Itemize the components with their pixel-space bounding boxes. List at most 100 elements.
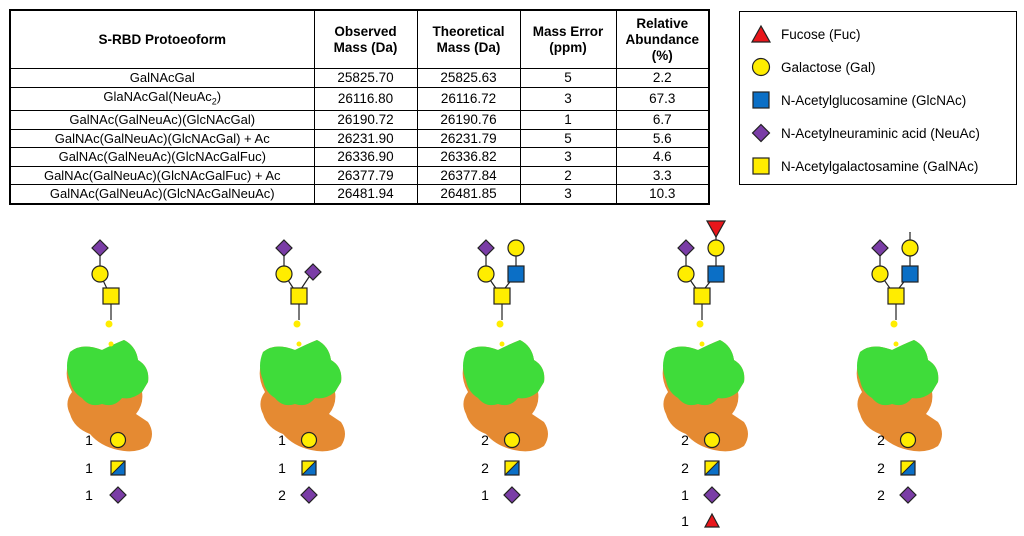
hexnac-split-square-icon xyxy=(301,460,317,476)
galactose-circle-icon xyxy=(901,239,919,257)
glycan-structure xyxy=(662,220,748,452)
observed-mass: 26377.79 xyxy=(313,165,418,186)
protein-surface xyxy=(259,320,345,452)
monosaccharide-legend: Fucose (Fuc) Galactose (Gal) N-Acetylglu… xyxy=(739,11,1017,185)
neuac-diamond-icon xyxy=(300,486,318,504)
proteoform-table: S-RBD Protoeoform Observed Mass (Da) Theo… xyxy=(9,9,710,205)
legend-label: Galactose (Gal) xyxy=(781,59,876,75)
proteoform-structure-1: 1 1 1 xyxy=(52,232,172,532)
legend-item-neuac: N-Acetylneuraminic acid (NeuAc) xyxy=(750,121,980,145)
glcnac-square-icon xyxy=(507,265,525,283)
header-theoretical-mass: Theoretical Mass (Da) xyxy=(416,9,521,69)
protein-surface xyxy=(856,320,942,452)
protein-surface xyxy=(66,320,152,452)
header-relative-abundance: Relative Abundance (%) xyxy=(615,9,710,69)
mass-error: 3 xyxy=(519,184,617,205)
neuac-diamond-icon xyxy=(109,486,127,504)
protein-surface xyxy=(462,320,548,452)
proteoform-name: GalNAc(GalNeuAc)(GlcNAcGalFuc) + Ac xyxy=(9,165,315,186)
galnac-square-icon xyxy=(102,287,120,305)
neuac-count: 1 xyxy=(85,487,93,503)
theoretical-mass: 25825.63 xyxy=(416,68,521,88)
galactose-circle-icon xyxy=(507,239,525,257)
legend-item-fucose: Fucose (Fuc) xyxy=(750,22,861,46)
theoretical-mass: 26190.76 xyxy=(416,110,521,130)
galactose-circle-icon xyxy=(871,265,889,283)
galactose-circle-icon xyxy=(503,431,521,449)
neuac-diamond-icon xyxy=(677,239,695,257)
yellow-square-icon xyxy=(752,157,770,175)
relative-abundance: 6.7 xyxy=(615,110,710,130)
proteoform-name: GalNAc(GalNeuAc)(GlcNAcGalNeuAc) xyxy=(9,184,315,205)
observed-mass: 26190.72 xyxy=(313,110,418,130)
theoretical-mass: 26336.82 xyxy=(416,147,521,167)
fucose-triangle-icon xyxy=(703,512,721,528)
galnac-square-icon xyxy=(887,287,905,305)
neuac-diamond-icon xyxy=(899,486,917,504)
glycan-structure xyxy=(259,239,345,452)
neuac-diamond-icon xyxy=(275,239,293,257)
mass-error: 5 xyxy=(519,128,617,149)
theoretical-mass: 26231.79 xyxy=(416,128,521,149)
proteoform-structure-2: 1 1 2 xyxy=(253,232,373,532)
theoretical-mass: 26481.85 xyxy=(416,184,521,205)
observed-mass: 26116.80 xyxy=(313,86,418,112)
hexnac-split-square-icon xyxy=(110,460,126,476)
blue-square-icon xyxy=(752,91,770,109)
glcnac-square-icon xyxy=(707,265,725,283)
galactose-count: 1 xyxy=(278,432,286,448)
galactose-circle-icon xyxy=(275,265,293,283)
mass-error: 3 xyxy=(519,86,617,112)
galactose-circle-icon xyxy=(300,431,318,449)
relative-abundance: 10.3 xyxy=(615,184,710,205)
mass-error: 2 xyxy=(519,165,617,186)
table-row: GalNAc(GalNeuAc)(GlcNAcGalNeuAc) 26481.9… xyxy=(9,184,710,205)
galactose-count: 1 xyxy=(85,432,93,448)
hexnac-split-square-icon xyxy=(900,460,916,476)
neuac-diamond-icon xyxy=(91,239,109,257)
proteoform-name: GalNAc(GalNeuAc)(GlcNAcGal) xyxy=(9,110,315,130)
theoretical-mass: 26377.84 xyxy=(416,165,521,186)
galactose-count: 2 xyxy=(481,432,489,448)
table-row: GalNAc(GalNeuAc)(GlcNAcGal) 26190.72 261… xyxy=(9,110,710,130)
relative-abundance: 5.6 xyxy=(615,128,710,149)
proteoform-name: GalNAcGal xyxy=(9,68,315,88)
galactose-count: 2 xyxy=(681,432,689,448)
proteoform-structure-5: 2 2 2 xyxy=(856,232,976,532)
legend-label: N-Acetylneuraminic acid (NeuAc) xyxy=(781,125,980,141)
relative-abundance: 4.6 xyxy=(615,147,710,167)
proteoform-name: GlaNAcGal(NeuAc2) xyxy=(9,86,315,112)
galactose-circle-icon xyxy=(707,239,725,257)
table-header-row: S-RBD Protoeoform Observed Mass (Da) Theo… xyxy=(9,9,710,69)
relative-abundance: 3.3 xyxy=(615,165,710,186)
table-row: GalNAcGal 25825.70 25825.63 5 2.2 xyxy=(9,68,710,88)
mass-error: 1 xyxy=(519,110,617,130)
galactose-circle-icon xyxy=(677,265,695,283)
galnac-square-icon xyxy=(693,287,711,305)
mass-error: 3 xyxy=(519,147,617,167)
proteoform-structure-4: 2 2 1 1 xyxy=(656,216,776,529)
neuac-count: 2 xyxy=(877,487,885,503)
legend-label: N-Acetylgalactosamine (GalNAc) xyxy=(781,158,979,174)
header-observed-mass: Observed Mass (Da) xyxy=(313,9,418,69)
relative-abundance: 67.3 xyxy=(615,86,710,112)
galactose-circle-icon xyxy=(477,265,495,283)
table-row: GalNAc(GalNeuAc)(GlcNAcGal) + Ac 26231.9… xyxy=(9,128,710,149)
legend-label: Fucose (Fuc) xyxy=(781,26,861,42)
proteoform-structure-3: 2 2 1 xyxy=(456,232,576,532)
legend-label: N-Acetylglucosamine (GlcNAc) xyxy=(781,92,967,108)
glycan-structure xyxy=(66,239,152,452)
galactose-circle-icon xyxy=(703,431,721,449)
galactose-count: 2 xyxy=(877,432,885,448)
hexnac-count: 2 xyxy=(681,460,689,476)
neuac-diamond-icon xyxy=(304,263,322,281)
neuac-count: 1 xyxy=(481,487,489,503)
header-mass-error: Mass Error (ppm) xyxy=(519,9,617,69)
galnac-square-icon xyxy=(290,287,308,305)
galactose-circle-icon xyxy=(109,431,127,449)
glcnac-square-icon xyxy=(901,265,919,283)
hexnac-count: 2 xyxy=(481,460,489,476)
legend-item-galnac: N-Acetylgalactosamine (GalNAc) xyxy=(750,154,978,178)
neuac-diamond-icon xyxy=(477,239,495,257)
theoretical-mass: 26116.72 xyxy=(416,86,521,112)
